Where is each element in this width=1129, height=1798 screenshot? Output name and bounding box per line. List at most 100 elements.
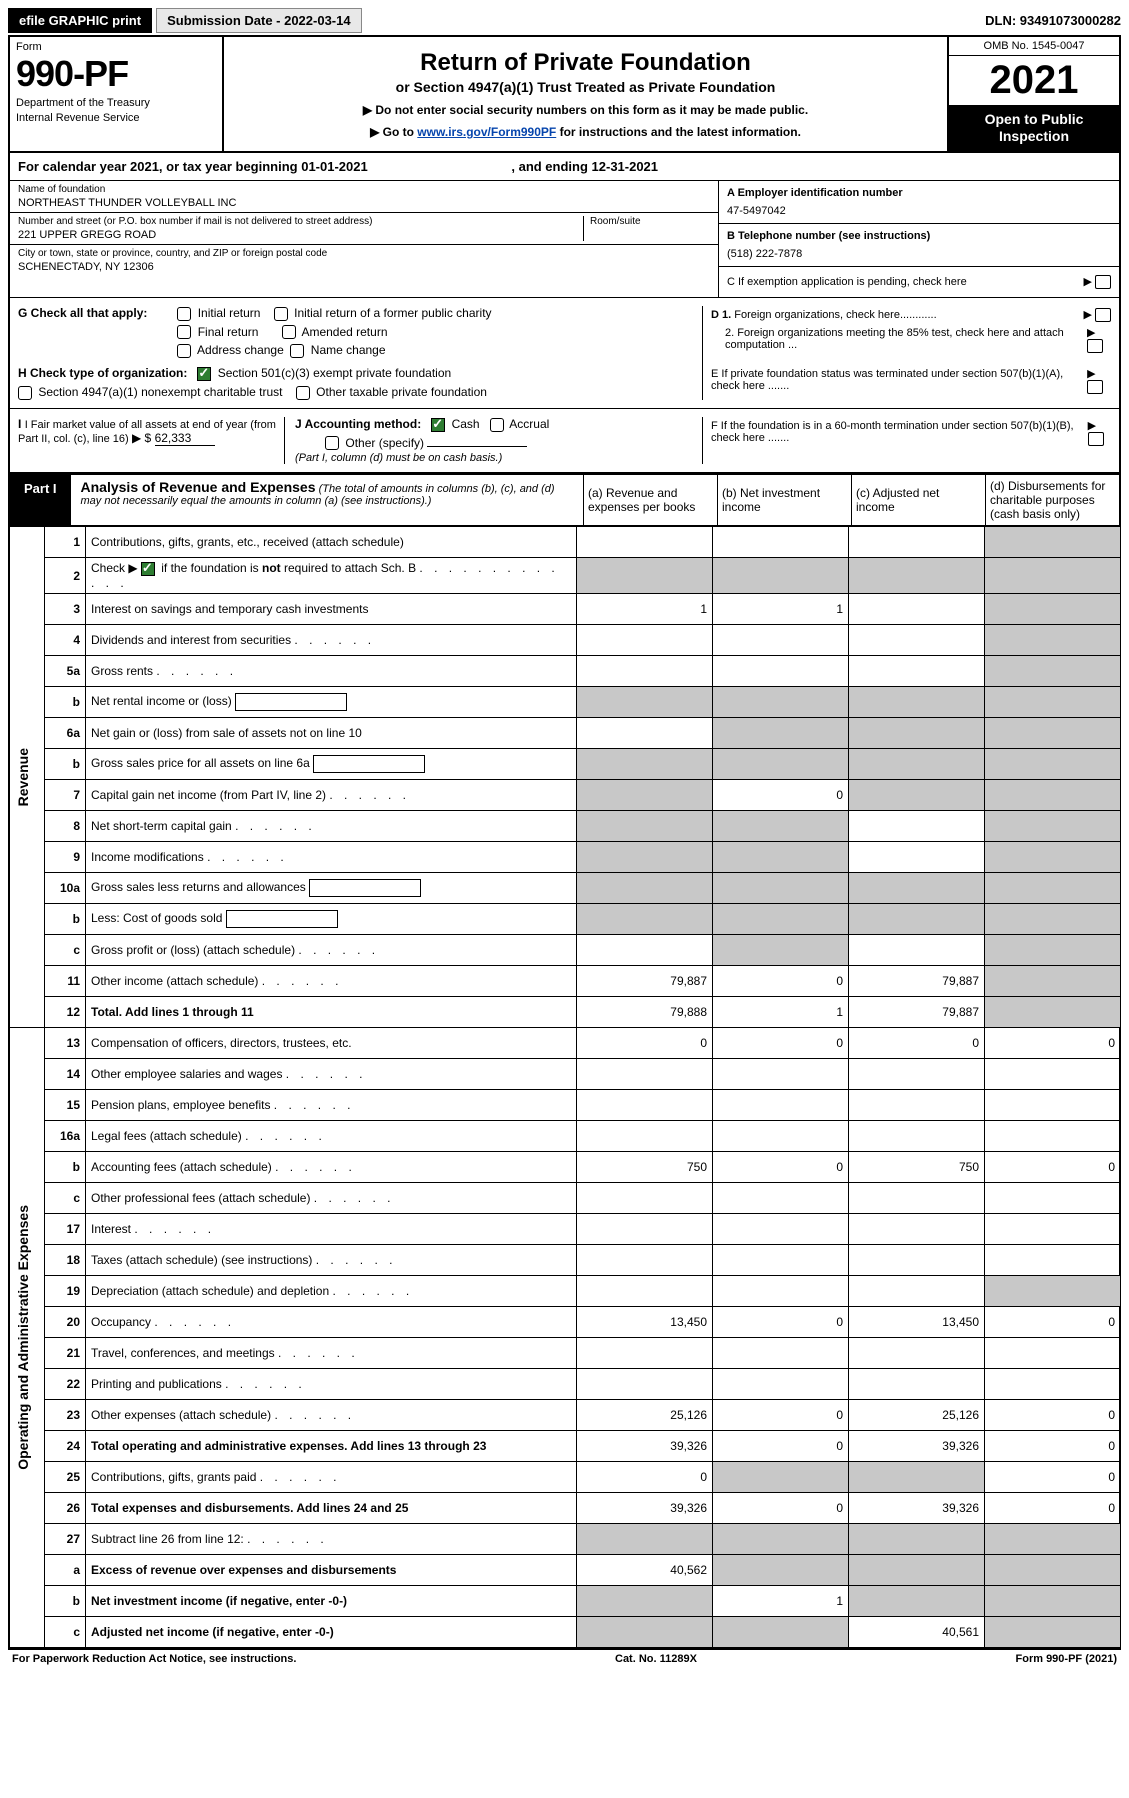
row-description: Total. Add lines 1 through 11 (86, 997, 577, 1028)
table-row: 27Subtract line 26 from line 12: . . . .… (10, 1524, 1121, 1555)
cell-d (985, 873, 1121, 904)
col-c-header: (c) Adjusted net income (851, 475, 985, 525)
table-row: 2Check ▶ if the foundation is not requir… (10, 558, 1121, 594)
tax-year: 2021 (949, 56, 1119, 105)
cell-d (985, 842, 1121, 873)
c-checkbox[interactable] (1095, 275, 1111, 289)
cell-d (985, 749, 1121, 780)
row-description: Dividends and interest from securities .… (86, 625, 577, 656)
cell-c (849, 527, 985, 558)
row-number: 5a (45, 656, 86, 687)
table-row: cOther professional fees (attach schedul… (10, 1183, 1121, 1214)
cell-a (577, 811, 713, 842)
f-checkbox[interactable] (1088, 432, 1104, 446)
address-change-checkbox[interactable] (177, 344, 191, 358)
amended-return-checkbox[interactable] (282, 325, 296, 339)
cell-b (713, 1617, 849, 1648)
table-row: 20Occupancy . . . . . .13,450013,4500 (10, 1307, 1121, 1338)
instruction-1: ▶ Do not enter social security numbers o… (236, 103, 935, 117)
cell-a (577, 1214, 713, 1245)
part-1-label: Part I (10, 475, 71, 525)
row-description: Occupancy . . . . . . (86, 1307, 577, 1338)
501c3-checkbox[interactable] (197, 367, 211, 381)
cell-b (713, 718, 849, 749)
cell-a: 13,450 (577, 1307, 713, 1338)
row-number: 12 (45, 997, 86, 1028)
row-number: b (45, 687, 86, 718)
row-number: 14 (45, 1059, 86, 1090)
cell-d: 0 (985, 1152, 1121, 1183)
city-box: City or town, state or province, country… (10, 245, 718, 276)
other-taxable-checkbox[interactable] (296, 386, 310, 400)
schb-checkbox[interactable] (141, 562, 155, 576)
j-label: J Accounting method: (295, 417, 421, 431)
4947-checkbox[interactable] (18, 386, 32, 400)
cell-a (577, 1090, 713, 1121)
row-description: Total operating and administrative expen… (86, 1431, 577, 1462)
top-bar: efile GRAPHIC print Submission Date - 20… (8, 8, 1121, 33)
row-number: b (45, 904, 86, 935)
row-description: Gross sales price for all assets on line… (86, 749, 577, 780)
cell-c (849, 1183, 985, 1214)
table-row: bNet investment income (if negative, ent… (10, 1586, 1121, 1617)
name-change-checkbox[interactable] (290, 344, 304, 358)
cell-c: 79,887 (849, 966, 985, 997)
cell-a (577, 1617, 713, 1648)
row-number: 15 (45, 1090, 86, 1121)
form-number: 990-PF (16, 53, 216, 95)
initial-return-checkbox[interactable] (177, 307, 191, 321)
other-method-checkbox[interactable] (325, 436, 339, 450)
cell-a: 79,887 (577, 966, 713, 997)
footer-left: For Paperwork Reduction Act Notice, see … (12, 1653, 296, 1665)
checks-section: G Check all that apply: Initial return I… (10, 297, 1119, 409)
cash-checkbox[interactable] (431, 418, 445, 432)
table-row: 8Net short-term capital gain . . . . . . (10, 811, 1121, 842)
footer-center: Cat. No. 11289X (615, 1653, 697, 1665)
efile-button[interactable]: efile GRAPHIC print (8, 8, 152, 33)
cell-a (577, 1586, 713, 1617)
table-row: bNet rental income or (loss) (10, 687, 1121, 718)
irs-link[interactable]: www.irs.gov/Form990PF (417, 125, 556, 139)
cell-c (849, 935, 985, 966)
cell-b (713, 1121, 849, 1152)
cell-b (713, 873, 849, 904)
table-row: cAdjusted net income (if negative, enter… (10, 1617, 1121, 1648)
form-title: Return of Private Foundation (236, 49, 935, 77)
cell-b: 1 (713, 997, 849, 1028)
cell-b: 0 (713, 1431, 849, 1462)
row-number: 21 (45, 1338, 86, 1369)
cell-d (985, 1617, 1121, 1648)
row-description: Gross profit or (loss) (attach schedule)… (86, 935, 577, 966)
expenses-side-label: Operating and Administrative Expenses (10, 1028, 45, 1648)
open-public-badge: Open to Public Inspection (949, 105, 1119, 151)
cell-c (849, 1586, 985, 1617)
cell-a: 1 (577, 594, 713, 625)
cell-b: 1 (713, 594, 849, 625)
cell-a: 0 (577, 1028, 713, 1059)
final-return-checkbox[interactable] (177, 325, 191, 339)
row-number: 1 (45, 527, 86, 558)
cell-d (985, 935, 1121, 966)
table-row: aExcess of revenue over expenses and dis… (10, 1555, 1121, 1586)
cell-b (713, 687, 849, 718)
initial-return-former-checkbox[interactable] (274, 307, 288, 321)
table-row: Operating and Administrative Expenses13C… (10, 1028, 1121, 1059)
d1-checkbox[interactable] (1095, 308, 1111, 322)
row-description: Accounting fees (attach schedule) . . . … (86, 1152, 577, 1183)
cell-d (985, 1338, 1121, 1369)
table-row: 3Interest on savings and temporary cash … (10, 594, 1121, 625)
cell-b (713, 1462, 849, 1493)
cell-c (849, 687, 985, 718)
d2-checkbox[interactable] (1087, 339, 1103, 353)
row-description: Gross rents . . . . . . (86, 656, 577, 687)
row-description: Other expenses (attach schedule) . . . .… (86, 1400, 577, 1431)
cell-c (849, 1369, 985, 1400)
accrual-checkbox[interactable] (490, 418, 504, 432)
cell-b (713, 656, 849, 687)
cell-a (577, 935, 713, 966)
cell-a (577, 1369, 713, 1400)
cell-c (849, 1524, 985, 1555)
row-description: Gross sales less returns and allowances (86, 873, 577, 904)
table-row: 17Interest . . . . . . (10, 1214, 1121, 1245)
e-checkbox[interactable] (1087, 380, 1103, 394)
